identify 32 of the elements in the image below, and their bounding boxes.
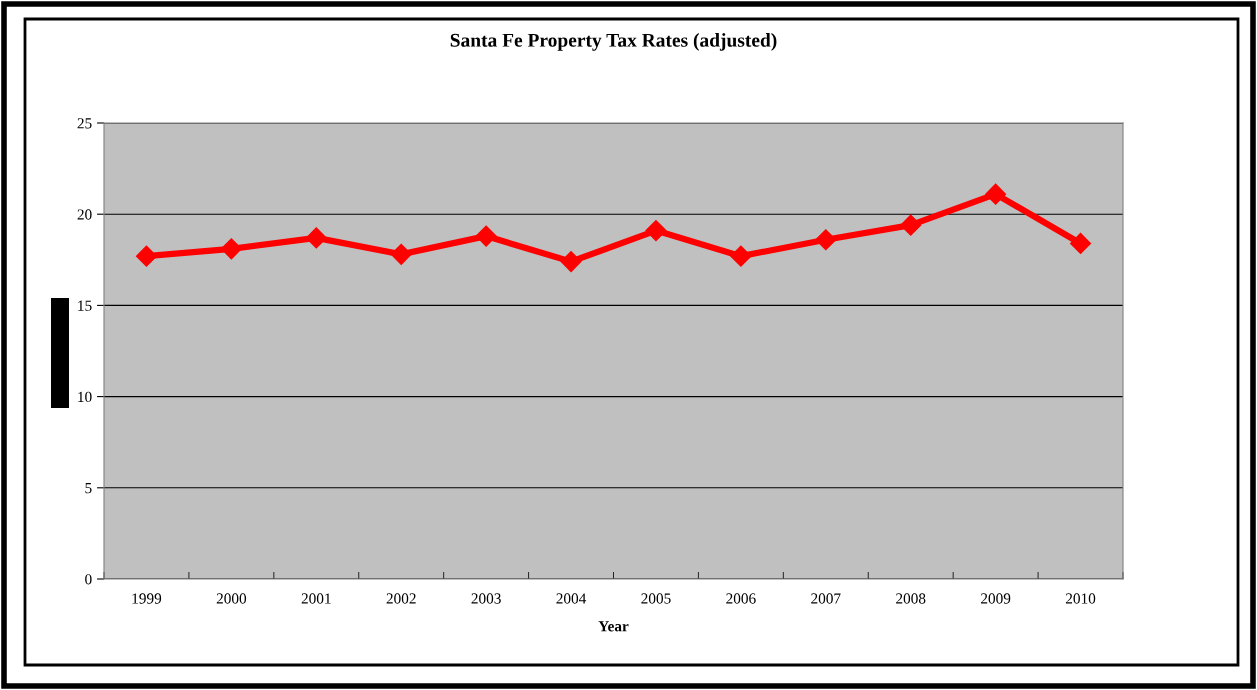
point — [730, 245, 752, 267]
x-tick-label: 2003 — [471, 593, 501, 604]
point — [985, 183, 1007, 205]
point — [1070, 232, 1092, 254]
y-tick-label: 0 — [85, 574, 92, 585]
y-tick-label: 25 — [77, 118, 92, 129]
x-tick-label: 2010 — [1065, 593, 1096, 604]
x-tick-label: 2000 — [216, 593, 247, 604]
point — [220, 238, 242, 260]
point — [305, 227, 327, 249]
y-tick-label: 15 — [78, 300, 92, 311]
x-tick-label: 1999 — [132, 593, 162, 604]
x-tick-label: 2007 — [811, 593, 841, 604]
x-tick-label: 2009 — [981, 593, 1011, 604]
y-tick-label: 10 — [78, 391, 92, 403]
x-tick-label: 2002 — [386, 593, 416, 604]
point — [900, 214, 922, 236]
x-tick-label: 2006 — [726, 593, 756, 604]
x-axis-title: Year — [598, 621, 629, 632]
point — [645, 220, 667, 242]
point — [135, 245, 157, 267]
chart-title: Santa Fe Property Tax Rates (adjusted) — [450, 33, 777, 51]
point — [390, 243, 412, 265]
x-tick-label: 2005 — [641, 593, 671, 604]
x-tick-label: 2001 — [301, 593, 331, 604]
x-tick-label: 2004 — [556, 593, 587, 604]
y-tick-label: 20 — [77, 209, 92, 220]
y-tick-label: 5 — [85, 483, 92, 494]
point — [475, 225, 497, 247]
point — [815, 229, 837, 251]
x-tick-label: 2008 — [896, 593, 926, 604]
point — [560, 251, 582, 273]
